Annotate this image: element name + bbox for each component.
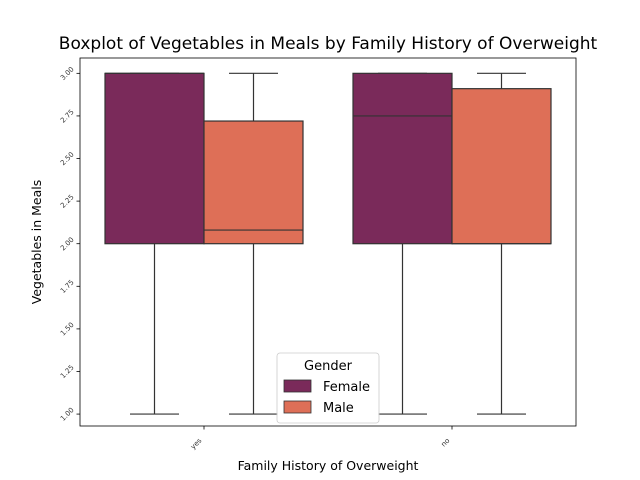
iqr-box bbox=[203, 120, 304, 245]
legend-label-male: Male bbox=[323, 401, 354, 416]
box-male-no bbox=[451, 72, 552, 415]
x-tick-label: no bbox=[440, 437, 452, 449]
plot-frame bbox=[79, 57, 577, 427]
plot-area bbox=[104, 72, 552, 415]
y-axis-label: Vegetables in Meals bbox=[29, 180, 44, 305]
box-male-yes bbox=[203, 72, 304, 415]
iqr-box bbox=[104, 72, 205, 245]
y-tick-label: 1.50 bbox=[59, 321, 76, 338]
y-tick-label: 2.50 bbox=[59, 151, 76, 168]
chart-title: Boxplot of Vegetables in Meals by Family… bbox=[59, 34, 598, 54]
y-tick-label: 1.75 bbox=[59, 278, 76, 295]
y-tick-label: 3.00 bbox=[59, 65, 76, 82]
y-tick-label: 2.25 bbox=[59, 193, 76, 210]
y-tick-label: 2.75 bbox=[59, 108, 76, 125]
box-female-no bbox=[352, 72, 453, 415]
y-tick-label: 2.00 bbox=[59, 236, 76, 253]
legend-label-female: Female bbox=[323, 380, 370, 395]
y-axis-ticks: 1.00 1.25 1.50 1.75 2.00 2.25 2.50 2.75 3.00 bbox=[59, 65, 80, 423]
legend-swatch-male bbox=[283, 400, 312, 414]
legend-title: Gender bbox=[304, 359, 353, 374]
box-female-yes bbox=[104, 72, 205, 415]
iqr-box bbox=[451, 88, 552, 245]
x-tick-label: yes bbox=[189, 437, 203, 451]
iqr-box bbox=[352, 72, 453, 245]
x-axis-label: Family History of Overweight bbox=[238, 458, 419, 473]
x-axis-ticks: yes no bbox=[189, 426, 453, 451]
y-tick-label: 1.00 bbox=[59, 406, 76, 423]
y-tick-label: 1.25 bbox=[59, 363, 76, 380]
legend: Gender Female Male bbox=[276, 352, 380, 424]
legend-swatch-female bbox=[283, 379, 312, 393]
